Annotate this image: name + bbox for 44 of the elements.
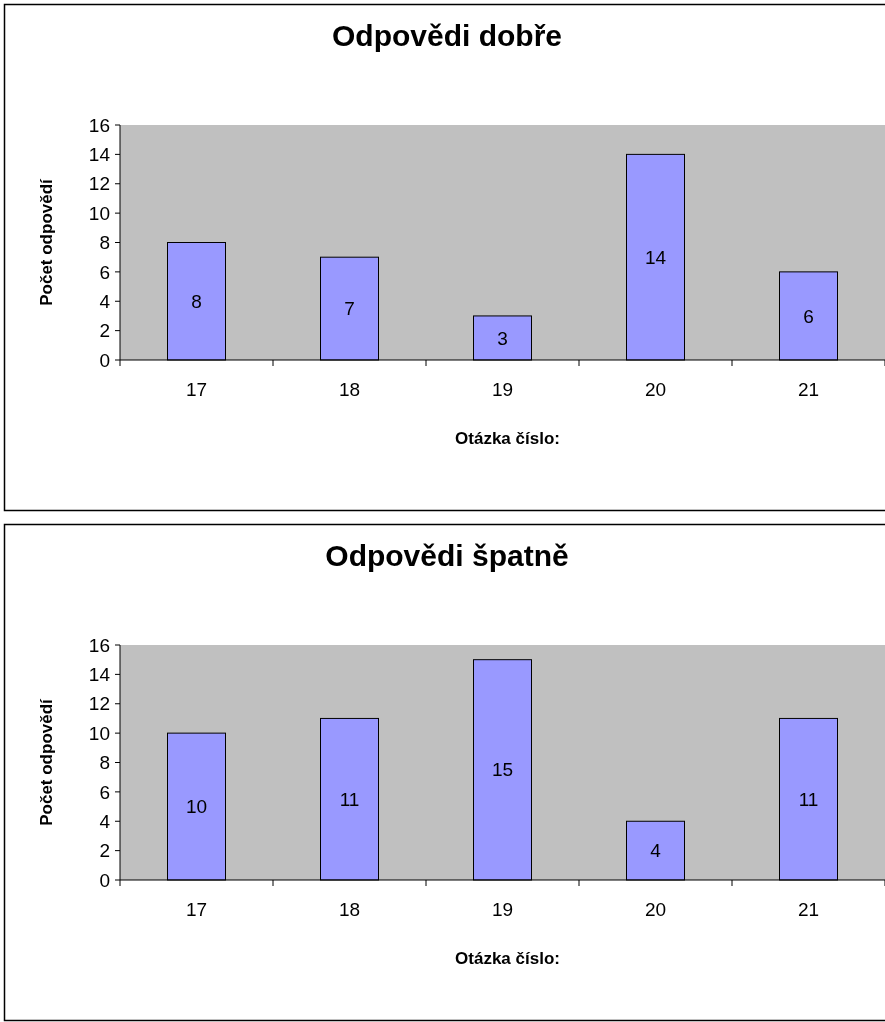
y-tick-label: 16	[88, 114, 110, 136]
y-tick-label: 12	[88, 173, 110, 195]
y-tick-label: 16	[88, 634, 110, 656]
x-tick-label: 20	[644, 379, 667, 400]
y-axis-title: Počet odpovědí	[37, 697, 56, 826]
y-tick-label: 14	[88, 664, 111, 686]
y-tick-label: 6	[99, 781, 110, 803]
y-axis-title: Počet odpovědí	[37, 177, 56, 306]
x-tick-label: 18	[338, 379, 361, 400]
x-tick-label: 18	[338, 899, 361, 920]
x-tick-label: 21	[797, 379, 820, 400]
chart-title: Odpovědi dobře	[331, 19, 563, 52]
data-label: 15	[491, 759, 514, 781]
y-tick-label: 6	[99, 261, 110, 283]
y-tick-label: 10	[88, 722, 110, 744]
y-tick-label: 0	[99, 349, 110, 371]
data-label: 14	[644, 246, 667, 268]
y-tick-label: 12	[88, 693, 110, 715]
data-label: 8	[191, 290, 202, 312]
data-label: 4	[650, 840, 662, 862]
data-label: 6	[803, 305, 814, 327]
data-label: 11	[798, 788, 819, 810]
y-tick-label: 2	[99, 840, 110, 862]
data-label: 11	[339, 788, 360, 810]
y-tick-label: 2	[99, 320, 110, 342]
y-tick-label: 0	[99, 869, 110, 891]
x-tick-label: 19	[491, 379, 514, 400]
x-tick-label: 17	[185, 379, 208, 400]
x-tick-label: 17	[185, 899, 208, 920]
data-label: 3	[497, 327, 508, 349]
y-tick-label: 4	[99, 290, 111, 312]
chart-title: Odpovědi špatně	[325, 539, 569, 572]
x-axis-title: Otázka číslo:	[455, 949, 560, 968]
data-label: 10	[185, 796, 208, 818]
x-tick-label: 19	[491, 899, 514, 920]
x-tick-label: 20	[644, 899, 667, 920]
x-tick-label: 21	[797, 899, 820, 920]
y-tick-label: 10	[88, 202, 110, 224]
x-axis-title: Otázka číslo:	[455, 429, 560, 448]
y-tick-label: 14	[88, 144, 111, 166]
y-tick-label: 4	[99, 810, 111, 832]
y-tick-label: 8	[99, 752, 110, 774]
data-label: 7	[344, 298, 355, 320]
y-tick-label: 8	[99, 232, 110, 254]
